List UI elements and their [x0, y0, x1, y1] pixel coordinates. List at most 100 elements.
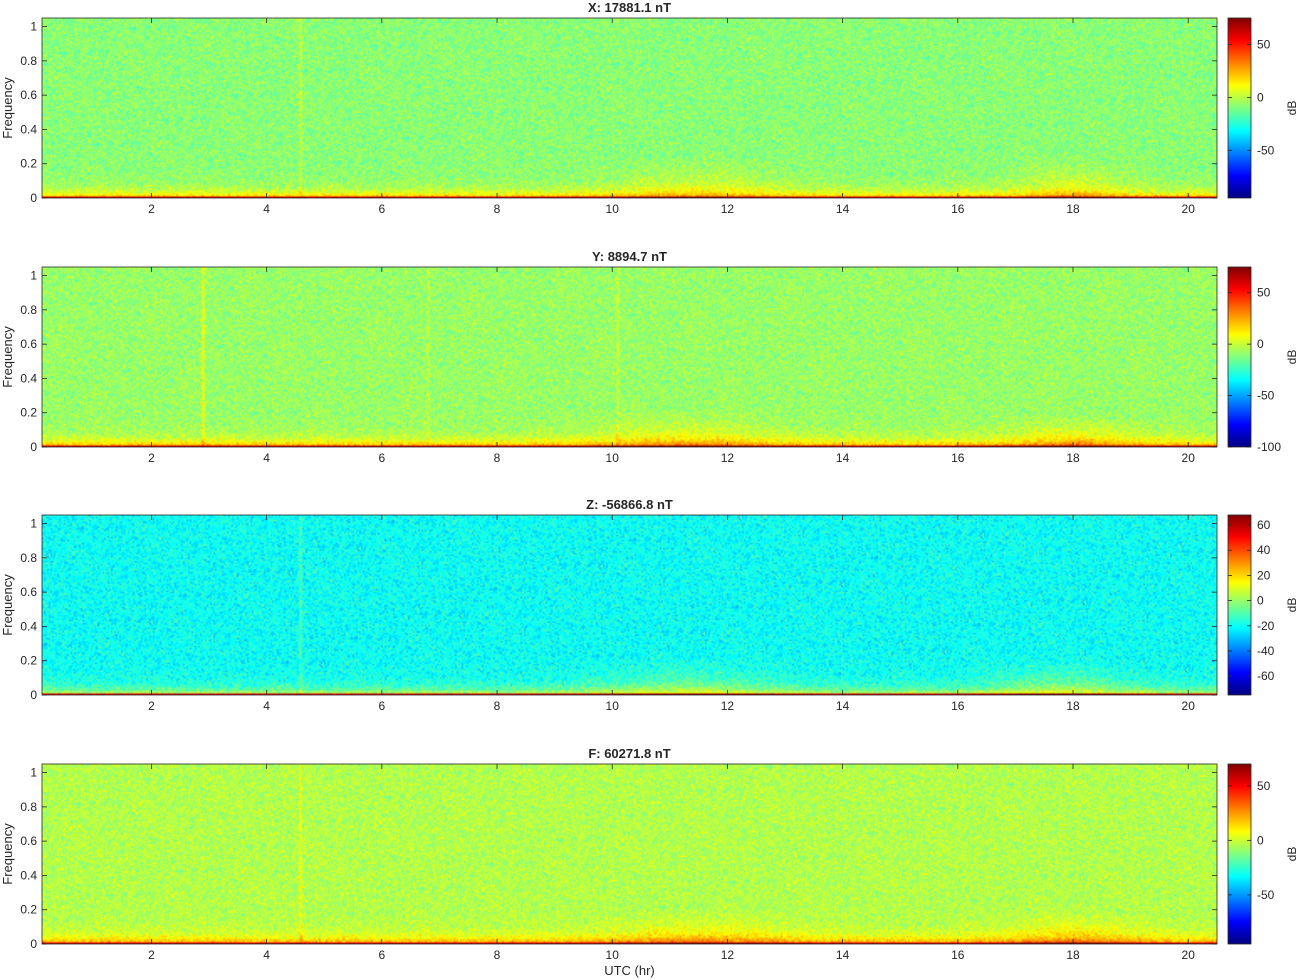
- colorbar-tick-label: 0: [1257, 594, 1264, 608]
- x-tick-label: 2: [148, 451, 155, 465]
- colorbar-tick-label: -100: [1257, 440, 1281, 454]
- colorbar-tick-label: 0: [1257, 337, 1264, 351]
- y-tick-label: 0.6: [20, 834, 37, 848]
- axes-frame: [41, 514, 1218, 696]
- x-tick-label: 16: [951, 451, 965, 465]
- x-tick-label: 4: [263, 202, 270, 216]
- x-tick-label: 4: [263, 451, 270, 465]
- y-tick-label: 1: [30, 766, 37, 780]
- y-tick-label: 0.8: [20, 54, 37, 68]
- colorbar-tick-label: -40: [1257, 644, 1275, 658]
- x-tick-label: 8: [494, 699, 501, 713]
- y-tick-label: 0: [30, 191, 37, 205]
- x-tick-label: 16: [951, 699, 965, 713]
- spectrogram-image: [42, 267, 1217, 447]
- y-axis-label: Frequency: [0, 823, 15, 885]
- colorbar-tick-label: 20: [1257, 568, 1271, 582]
- spectrogram-image: [42, 515, 1217, 695]
- colorbar-tick-label: -50: [1257, 888, 1275, 902]
- x-tick-label: 18: [1066, 699, 1080, 713]
- panel-f: 2 4 6 8 10 12 14 16 18 20 0 0.2 0.4 0.6 0.8 1 F: 60271.8…: [0, 746, 1299, 978]
- colorbar: [1227, 266, 1252, 448]
- x-tick-label: 2: [148, 202, 155, 216]
- x-tick-label: 16: [951, 948, 965, 962]
- y-tick-label: 0.6: [20, 88, 37, 102]
- x-tick-label: 20: [1182, 451, 1196, 465]
- x-tick-label: 12: [721, 202, 735, 216]
- y-tick-label: 0.4: [20, 122, 37, 136]
- colorbar-label: dB: [1285, 101, 1299, 116]
- x-tick-label: 10: [606, 202, 620, 216]
- panel-title: X: 17881.1 nT: [588, 0, 671, 15]
- colorbar-tick-label: 50: [1257, 37, 1271, 51]
- colorbar-tick-label: 0: [1257, 90, 1264, 104]
- y-tick-label: 0.8: [20, 800, 37, 814]
- x-tick-label: 8: [494, 451, 501, 465]
- x-tick-label: 6: [378, 451, 385, 465]
- y-tick-label: 0: [30, 688, 37, 702]
- y-tick-label: 0.6: [20, 337, 37, 351]
- colorbar-tick-label: 50: [1257, 779, 1271, 793]
- colorbar-tick-label: -50: [1257, 143, 1275, 157]
- x-tick-label: 10: [606, 451, 620, 465]
- colorbar-label: dB: [1285, 598, 1299, 613]
- colorbar-tick-label: -60: [1257, 669, 1275, 683]
- colorbar: [1227, 17, 1252, 199]
- x-tick-label: 2: [148, 948, 155, 962]
- x-tick-label: 14: [836, 699, 850, 713]
- axes-frame: [41, 17, 1218, 199]
- y-tick-label: 0.2: [20, 406, 37, 420]
- colorbar: [1227, 763, 1252, 945]
- y-axis-label: Frequency: [0, 77, 15, 139]
- colorbar-tick-label: -20: [1257, 619, 1275, 633]
- y-tick-label: 0: [30, 440, 37, 454]
- y-axis-label: Frequency: [0, 326, 15, 388]
- y-tick-label: 0.8: [20, 303, 37, 317]
- x-tick-label: 20: [1182, 699, 1196, 713]
- spectrogram-image: [42, 764, 1217, 944]
- x-tick-label: 10: [606, 699, 620, 713]
- panel-y: 2 4 6 8 10 12 14 16 18 20 0 0.2 0.4 0.6 0.8 1 Y: 8894.7 …: [0, 249, 1299, 465]
- y-tick-label: 0.4: [20, 619, 37, 633]
- x-tick-label: 8: [494, 202, 501, 216]
- colorbar-tick-label: -50: [1257, 389, 1275, 403]
- y-tick-label: 0: [30, 937, 37, 951]
- x-tick-label: 20: [1182, 202, 1196, 216]
- x-tick-label: 6: [378, 699, 385, 713]
- axes-frame: [41, 763, 1218, 945]
- x-tick-label: 12: [721, 451, 735, 465]
- colorbar: [1227, 514, 1252, 696]
- colorbar-label: dB: [1285, 847, 1299, 862]
- spectrogram-image: [42, 18, 1217, 198]
- x-tick-label: 4: [263, 948, 270, 962]
- x-tick-label: 18: [1066, 451, 1080, 465]
- x-tick-label: 6: [378, 202, 385, 216]
- colorbar-tick-label: 40: [1257, 543, 1271, 557]
- y-axis-label: Frequency: [0, 574, 15, 636]
- panel-title: F: 60271.8 nT: [588, 746, 670, 761]
- y-tick-label: 0.2: [20, 654, 37, 668]
- y-tick-label: 1: [30, 20, 37, 34]
- x-tick-label: 12: [721, 699, 735, 713]
- y-tick-label: 1: [30, 517, 37, 531]
- y-tick-label: 1: [30, 269, 37, 283]
- x-tick-label: 14: [836, 451, 850, 465]
- y-tick-label: 0.2: [20, 903, 37, 917]
- x-tick-label: 14: [836, 202, 850, 216]
- y-tick-label: 0.2: [20, 157, 37, 171]
- colorbar-label: dB: [1285, 350, 1299, 365]
- x-tick-label: 2: [148, 699, 155, 713]
- panel-title: Z: -56866.8 nT: [586, 497, 673, 512]
- y-tick-label: 0.4: [20, 371, 37, 385]
- panel-x: 2 4 6 8 10 12 14 16 18 20 0 0.2 0.4 0.6 0.8 1 X: 17881.1…: [0, 0, 1299, 216]
- x-tick-label: 18: [1066, 202, 1080, 216]
- colorbar-tick-label: 60: [1257, 518, 1271, 532]
- y-tick-label: 0.4: [20, 868, 37, 882]
- y-tick-label: 0.6: [20, 585, 37, 599]
- panel-z: 2 4 6 8 10 12 14 16 18 20 0 0.2 0.4 0.6 0.8 1 Z: -56866.…: [0, 497, 1299, 713]
- y-tick-label: 0.8: [20, 551, 37, 565]
- axes-frame: [41, 266, 1218, 448]
- x-tick-label: 8: [494, 948, 501, 962]
- x-tick-label: 18: [1066, 948, 1080, 962]
